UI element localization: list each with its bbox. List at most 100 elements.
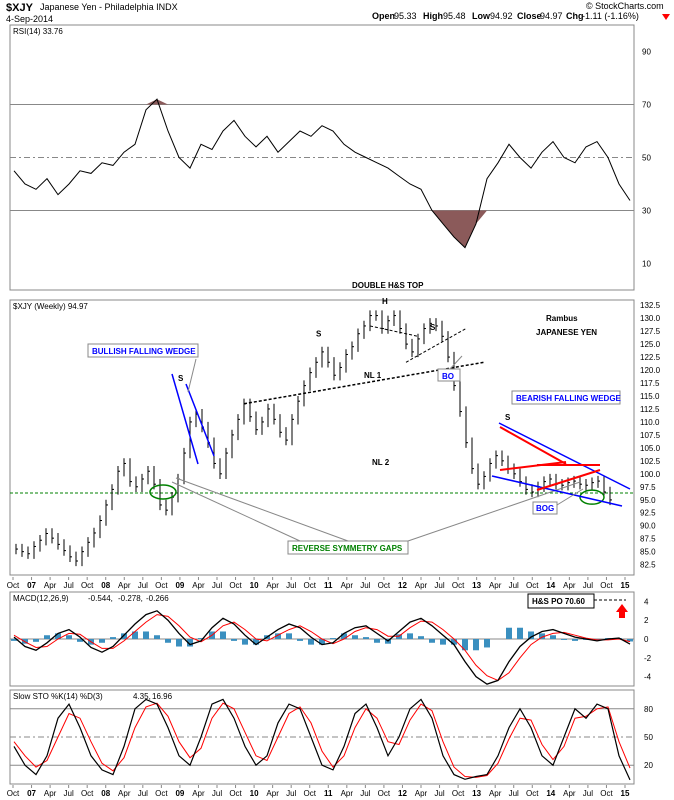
macd-hist-bar — [110, 637, 116, 639]
macd-hist-bar — [319, 639, 325, 645]
bullish-wedge-lower — [185, 383, 215, 457]
bullish-wedge-upper — [171, 373, 199, 465]
sto-tick-label: 50 — [644, 733, 653, 742]
bo-pointer — [449, 355, 463, 370]
price-tick-label: 92.5 — [640, 509, 656, 518]
x-tick-label: Jul — [138, 789, 148, 798]
price-tick-label: 90.0 — [640, 522, 656, 531]
rambus-label: Rambus — [546, 314, 578, 323]
rsi-line — [13, 98, 631, 249]
x-tick-label: Oct — [304, 581, 317, 590]
price-tick-label: 130.0 — [640, 314, 661, 323]
macd-hist-bar — [330, 638, 336, 639]
x-tick-label: Apr — [118, 789, 131, 798]
price-tick-label: 100.0 — [640, 470, 661, 479]
price-tick-label: 112.5 — [640, 405, 660, 414]
stochastic-panel: Slow STO %K(14) %D(3) 4.35, 16.96 20 50 80 — [9, 689, 653, 785]
head-label: H — [382, 297, 388, 306]
neckline-1-label: NL 1 — [364, 371, 382, 380]
x-tick-label: Jul — [360, 789, 370, 798]
macd-hist-bar — [33, 639, 39, 642]
x-tick-label: Jul — [138, 581, 148, 590]
x-tick-label: 11 — [324, 789, 333, 798]
macd-hist-bar — [308, 639, 314, 645]
macd-hist-bar — [66, 635, 72, 639]
macd-hist-bar — [627, 639, 633, 642]
gap-oval-left — [149, 484, 177, 500]
macd-hist-bar — [528, 631, 534, 639]
macd-tick-label: 2 — [644, 616, 649, 625]
x-tick-label: Jul — [434, 581, 444, 590]
close-value: 94.97 — [540, 11, 563, 21]
bearish-wedge-upper — [498, 422, 631, 490]
sto-d-value: 16.96 — [152, 692, 173, 701]
macd-hist-bar — [242, 639, 248, 645]
macd-hist-bar — [352, 635, 358, 639]
macd-hist-bar — [231, 639, 237, 641]
macd-line — [13, 610, 631, 685]
macd-hist-bar — [440, 639, 446, 645]
price-title: $XJY (Weekly) 94.97 — [13, 302, 88, 311]
bog-pointer — [556, 488, 584, 506]
x-tick-label: Oct — [452, 581, 465, 590]
change-label: Chg — [566, 11, 584, 21]
watermark: © StockCharts.com — [586, 1, 664, 11]
sto-k-value: 4.35, — [133, 692, 151, 701]
macd-hist-bar — [374, 639, 380, 643]
x-tick-label: 09 — [175, 581, 184, 590]
macd-hist-bar — [176, 639, 182, 647]
x-tick-label: Apr — [489, 789, 502, 798]
price-tick-label: 82.5 — [640, 561, 656, 570]
high-value: 95.48 — [443, 11, 466, 21]
x-tick-label: 09 — [175, 789, 184, 798]
hs-po-label: H&S PO 70.60 — [532, 597, 585, 606]
x-tick-label: Oct — [526, 581, 539, 590]
high-label: High — [423, 11, 443, 21]
price-tick-label: 97.5 — [640, 483, 656, 492]
x-tick-label: Apr — [415, 789, 428, 798]
triangle-upper — [499, 426, 567, 465]
x-tick-label: Apr — [266, 789, 279, 798]
x-tick-label: Oct — [600, 581, 613, 590]
bearish-wedge-lower — [491, 475, 623, 507]
price-tick-label: 87.5 — [640, 535, 656, 544]
price-tick-label: 107.5 — [640, 431, 661, 440]
macd-hist-bar — [154, 635, 160, 639]
low-label: Low — [472, 11, 491, 21]
macd-value: -0.544, — [88, 594, 113, 603]
price-tick-label: 127.5 — [640, 327, 661, 336]
macd-hist-bar — [275, 633, 281, 639]
macd-tick-label: -4 — [644, 673, 652, 682]
macd-hist-bar — [341, 633, 347, 639]
price-tick-label: 115.0 — [640, 392, 660, 401]
x-tick-label: Apr — [415, 581, 428, 590]
shoulder-left-label: S — [316, 329, 322, 338]
rsi-tick-label: 90 — [642, 48, 651, 57]
triangle-lower — [499, 461, 567, 471]
rsi-tick-label: 30 — [642, 207, 651, 216]
x-tick-label: Oct — [378, 581, 391, 590]
macd-hist-bar — [506, 627, 512, 639]
right-shoulder-neckline — [405, 328, 467, 363]
shoulder-right-label: S — [430, 323, 436, 332]
macd-hist-bar — [11, 639, 17, 641]
x-tick-label: Apr — [192, 789, 205, 798]
x-tick-label: Jul — [286, 581, 296, 590]
sto-k-line — [13, 698, 631, 781]
bullish-wedge-s-label: S — [178, 374, 184, 383]
x-tick-label: 08 — [101, 581, 110, 590]
x-tick-label: Oct — [600, 789, 613, 798]
macd-hist-bar — [44, 635, 50, 639]
close-label: Close — [517, 11, 542, 21]
x-tick-label: Oct — [81, 789, 94, 798]
x-tick-label: Apr — [118, 581, 131, 590]
sto-d-line — [13, 702, 631, 778]
x-tick-label: Oct — [526, 789, 539, 798]
bullish-wedge-box — [87, 343, 199, 358]
rsi-panel: RSI(14) 33.76 10 30 50 70 90 — [9, 24, 651, 291]
macd-signal-value: -0.278, — [118, 594, 143, 603]
macd-hist-bar — [253, 639, 259, 645]
x-tick-label: Jul — [64, 789, 74, 798]
price-tick-label: 120.0 — [640, 366, 661, 375]
